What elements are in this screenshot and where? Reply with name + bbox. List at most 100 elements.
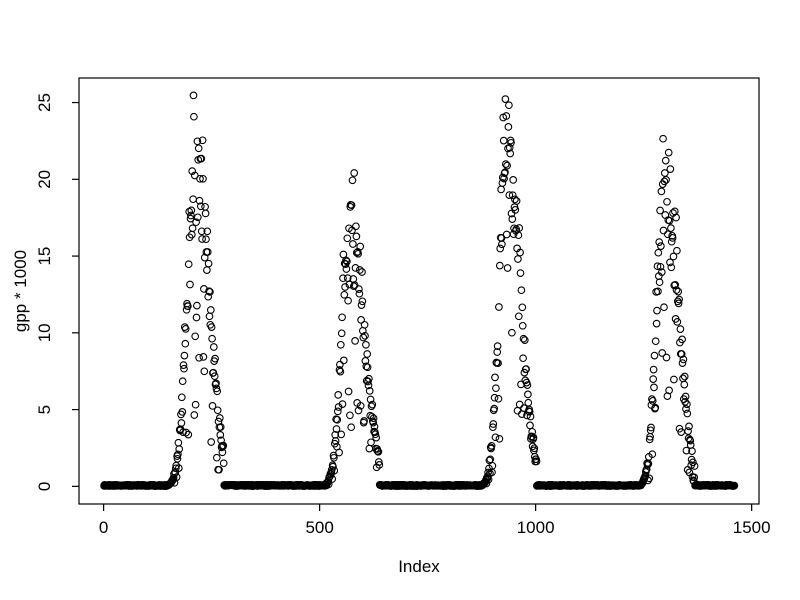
scatter-point bbox=[681, 392, 690, 401]
scatter-point bbox=[505, 101, 513, 110]
scatter-point bbox=[667, 224, 675, 232]
scatter-point bbox=[329, 462, 337, 471]
scatter-point bbox=[494, 359, 502, 368]
scatter-point bbox=[673, 318, 682, 326]
scatter-point bbox=[362, 376, 371, 385]
scatter-point bbox=[342, 256, 350, 265]
scatter-point bbox=[195, 353, 203, 362]
scatter-point bbox=[177, 393, 186, 402]
scatter-point bbox=[355, 289, 364, 298]
scatter-point bbox=[181, 325, 190, 333]
scatter-point bbox=[338, 400, 347, 408]
scatter-point bbox=[178, 377, 187, 386]
scatter-point bbox=[191, 332, 200, 341]
scatter-point bbox=[375, 461, 384, 469]
scatter-point bbox=[196, 174, 204, 183]
scatter-point bbox=[336, 340, 345, 349]
scatter-point bbox=[672, 213, 680, 222]
scatter-point bbox=[514, 255, 522, 263]
scatter-point bbox=[656, 262, 665, 271]
scatter-point bbox=[191, 400, 200, 409]
scatter-point bbox=[645, 435, 654, 444]
scatter-point bbox=[650, 383, 658, 392]
scatter-point bbox=[190, 112, 198, 121]
scatter-point bbox=[335, 366, 344, 374]
scatter-point bbox=[360, 417, 368, 425]
scatter-point bbox=[653, 306, 661, 315]
scatter-point bbox=[332, 425, 341, 433]
scatter-point bbox=[518, 303, 527, 312]
scatter-point bbox=[665, 386, 673, 395]
scatter-point bbox=[337, 430, 346, 439]
scatter-point bbox=[524, 398, 533, 407]
scatter-point bbox=[499, 136, 508, 145]
scatter-point bbox=[520, 336, 529, 344]
data-points bbox=[100, 91, 739, 490]
scatter-point bbox=[660, 177, 669, 186]
scatter-point bbox=[658, 349, 667, 357]
scatter-point bbox=[190, 411, 199, 419]
scatter-point bbox=[179, 361, 188, 369]
scatter-point bbox=[169, 473, 178, 482]
scatter-point bbox=[674, 287, 683, 296]
scatter-point bbox=[344, 387, 353, 396]
scatter-point bbox=[680, 380, 689, 389]
scatter-point bbox=[362, 340, 370, 349]
scatter-point bbox=[219, 441, 228, 450]
scatter-point bbox=[343, 234, 352, 243]
scatter-point bbox=[209, 368, 218, 377]
scatter-point bbox=[653, 262, 662, 271]
scatter-point bbox=[494, 394, 503, 403]
scatter-point bbox=[208, 334, 216, 343]
scatter-point bbox=[525, 407, 534, 416]
scatter-point bbox=[528, 442, 537, 451]
scatter-point bbox=[666, 258, 674, 267]
y-axis-title: gpp * 1000 bbox=[11, 250, 30, 332]
scatter-point bbox=[202, 235, 210, 244]
scatter-point bbox=[368, 400, 377, 409]
scatter-point bbox=[487, 441, 496, 450]
scatter-point bbox=[649, 365, 658, 374]
scatter-point bbox=[522, 365, 530, 373]
scatter-point bbox=[188, 167, 197, 175]
scatter-point bbox=[186, 214, 195, 223]
scatter-point bbox=[189, 195, 197, 204]
scatter-point bbox=[654, 287, 662, 296]
scatter-point bbox=[205, 312, 214, 321]
scatter-point bbox=[683, 409, 692, 418]
scatter-point bbox=[346, 411, 354, 420]
scatter-point bbox=[505, 143, 514, 152]
scatter-point bbox=[182, 428, 190, 437]
scatter-point bbox=[370, 422, 379, 431]
scatter-point bbox=[358, 268, 366, 276]
x-tick-label: 1500 bbox=[733, 518, 771, 537]
scatter-point bbox=[198, 235, 206, 243]
scatter-point bbox=[201, 202, 209, 211]
scatter-point bbox=[672, 286, 681, 294]
scatter-point bbox=[212, 453, 221, 462]
scatter-point bbox=[671, 280, 680, 289]
scatter-point bbox=[657, 187, 666, 196]
scatter-point bbox=[204, 259, 213, 268]
x-axis: 0 500 1000 1500 bbox=[99, 504, 771, 537]
scatter-point bbox=[524, 390, 532, 399]
scatter-point bbox=[341, 283, 349, 291]
x-tick-label: 0 bbox=[99, 518, 108, 537]
scatter-point bbox=[367, 438, 375, 447]
scatter-point bbox=[206, 288, 214, 296]
scatter-point bbox=[689, 458, 697, 467]
y-tick-label: 20 bbox=[35, 170, 54, 189]
scatter-point bbox=[174, 438, 183, 447]
scatter-point bbox=[193, 301, 201, 310]
scatter-point bbox=[648, 397, 657, 405]
scatter-point bbox=[482, 479, 491, 488]
scatter-point bbox=[201, 209, 210, 218]
scatter-point bbox=[488, 461, 497, 470]
scatter-point bbox=[350, 169, 359, 177]
scatter-point bbox=[508, 215, 517, 223]
scatter-point bbox=[528, 427, 537, 436]
scatter-point bbox=[359, 333, 368, 342]
scatter-point bbox=[174, 450, 182, 459]
scatter-point bbox=[526, 412, 535, 421]
